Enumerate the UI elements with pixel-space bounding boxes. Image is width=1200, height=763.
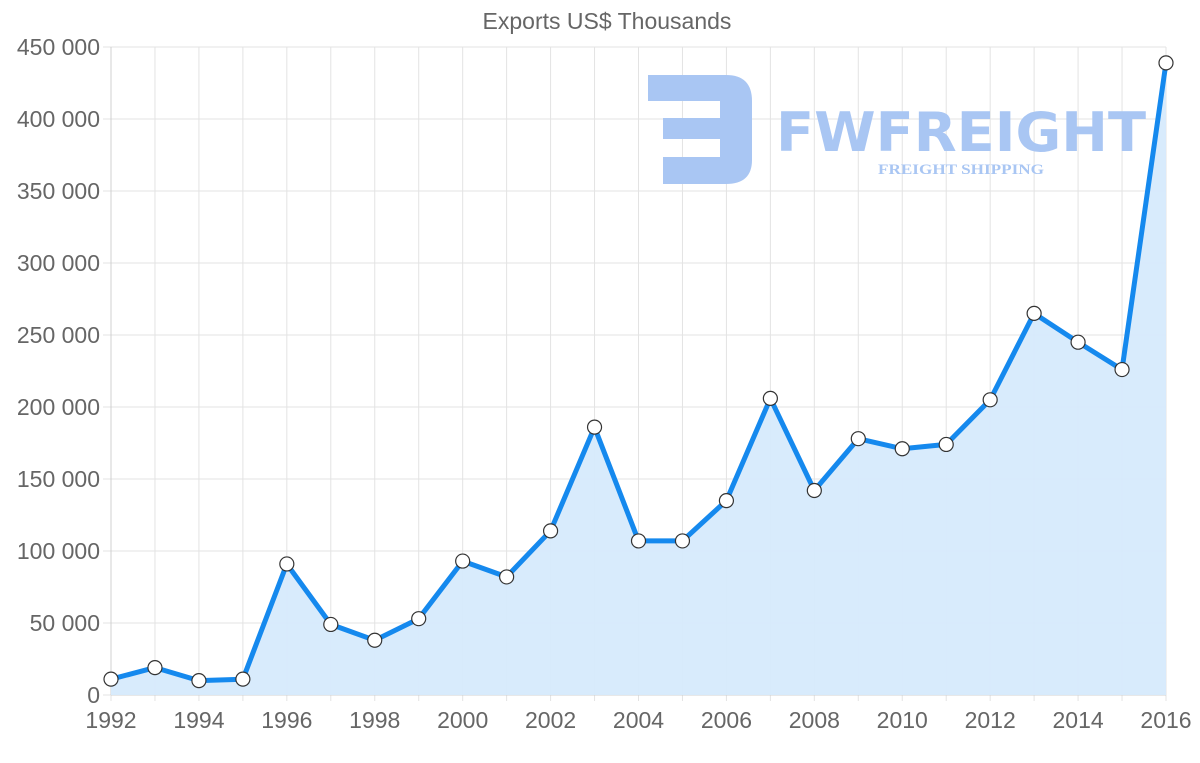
data-point[interactable] [235, 671, 251, 687]
x-tick-label: 2004 [613, 707, 664, 733]
x-tick-label: 2014 [1052, 707, 1103, 733]
data-point[interactable] [718, 493, 735, 509]
watermark-tagline: FREIGHT SHIPPING [878, 162, 1044, 178]
x-tick-label: 2012 [965, 707, 1016, 733]
data-point[interactable] [1026, 305, 1042, 321]
data-point[interactable] [982, 392, 998, 408]
data-point[interactable] [542, 523, 559, 539]
y-tick-label: 400 000 [17, 106, 100, 132]
y-tick-label: 450 000 [17, 34, 100, 60]
y-tick-label: 250 000 [17, 322, 100, 348]
watermark-logo: FWFREIGHT FREIGHT SHIPPING [648, 75, 1146, 184]
data-point[interactable] [367, 632, 383, 648]
x-tick-label: 1994 [173, 707, 224, 733]
data-point[interactable] [938, 436, 954, 453]
data-point[interactable] [455, 553, 471, 569]
x-tick-label: 2016 [1140, 707, 1191, 733]
data-point[interactable] [850, 431, 866, 447]
y-tick-label: 100 000 [17, 538, 100, 564]
data-point[interactable] [147, 660, 163, 676]
data-point[interactable] [894, 441, 910, 457]
x-tick-label: 2006 [701, 707, 752, 733]
logo-mark-icon [648, 75, 752, 184]
data-point[interactable] [191, 672, 207, 689]
data-point[interactable] [586, 419, 603, 435]
x-tick-label: 2000 [437, 707, 488, 733]
data-point[interactable] [630, 533, 647, 549]
y-tick-label: 50 000 [30, 610, 100, 636]
chart-title: Exports US$ Thousands [482, 8, 732, 34]
data-point[interactable] [1158, 55, 1174, 71]
watermark-brand: FWFREIGHT [776, 101, 1146, 164]
data-point[interactable] [806, 482, 822, 499]
data-point[interactable] [411, 611, 427, 627]
data-point[interactable] [762, 390, 778, 406]
data-point[interactable] [103, 671, 119, 687]
data-point[interactable] [499, 569, 515, 585]
data-point[interactable] [1114, 361, 1130, 378]
y-tick-label: 350 000 [17, 178, 100, 204]
x-tick-label: 2002 [525, 707, 576, 733]
x-tick-label: 1998 [349, 707, 400, 733]
x-tick-label: 1992 [85, 707, 136, 733]
data-point[interactable] [674, 533, 691, 549]
y-tick-label: 200 000 [17, 394, 100, 420]
data-points [103, 55, 1174, 689]
x-tick-label: 2008 [789, 707, 840, 733]
y-tick-label: 150 000 [17, 466, 100, 492]
area-fill [111, 62, 1166, 696]
x-axis: 1992 1994 1996 1998 2000 2002 2004 2006 2008 2010… [85, 707, 1191, 733]
data-point[interactable] [279, 556, 295, 572]
data-point[interactable] [1070, 334, 1086, 350]
y-tick-label: 300 000 [17, 250, 100, 276]
x-tick-label: 1996 [261, 707, 312, 733]
data-point[interactable] [323, 616, 339, 633]
y-tick-label: 0 [87, 682, 100, 708]
x-tick-label: 2010 [877, 707, 928, 733]
y-axis: 0 50 000 100 000 150 000 200 000 250 000 300 0… [17, 34, 100, 708]
